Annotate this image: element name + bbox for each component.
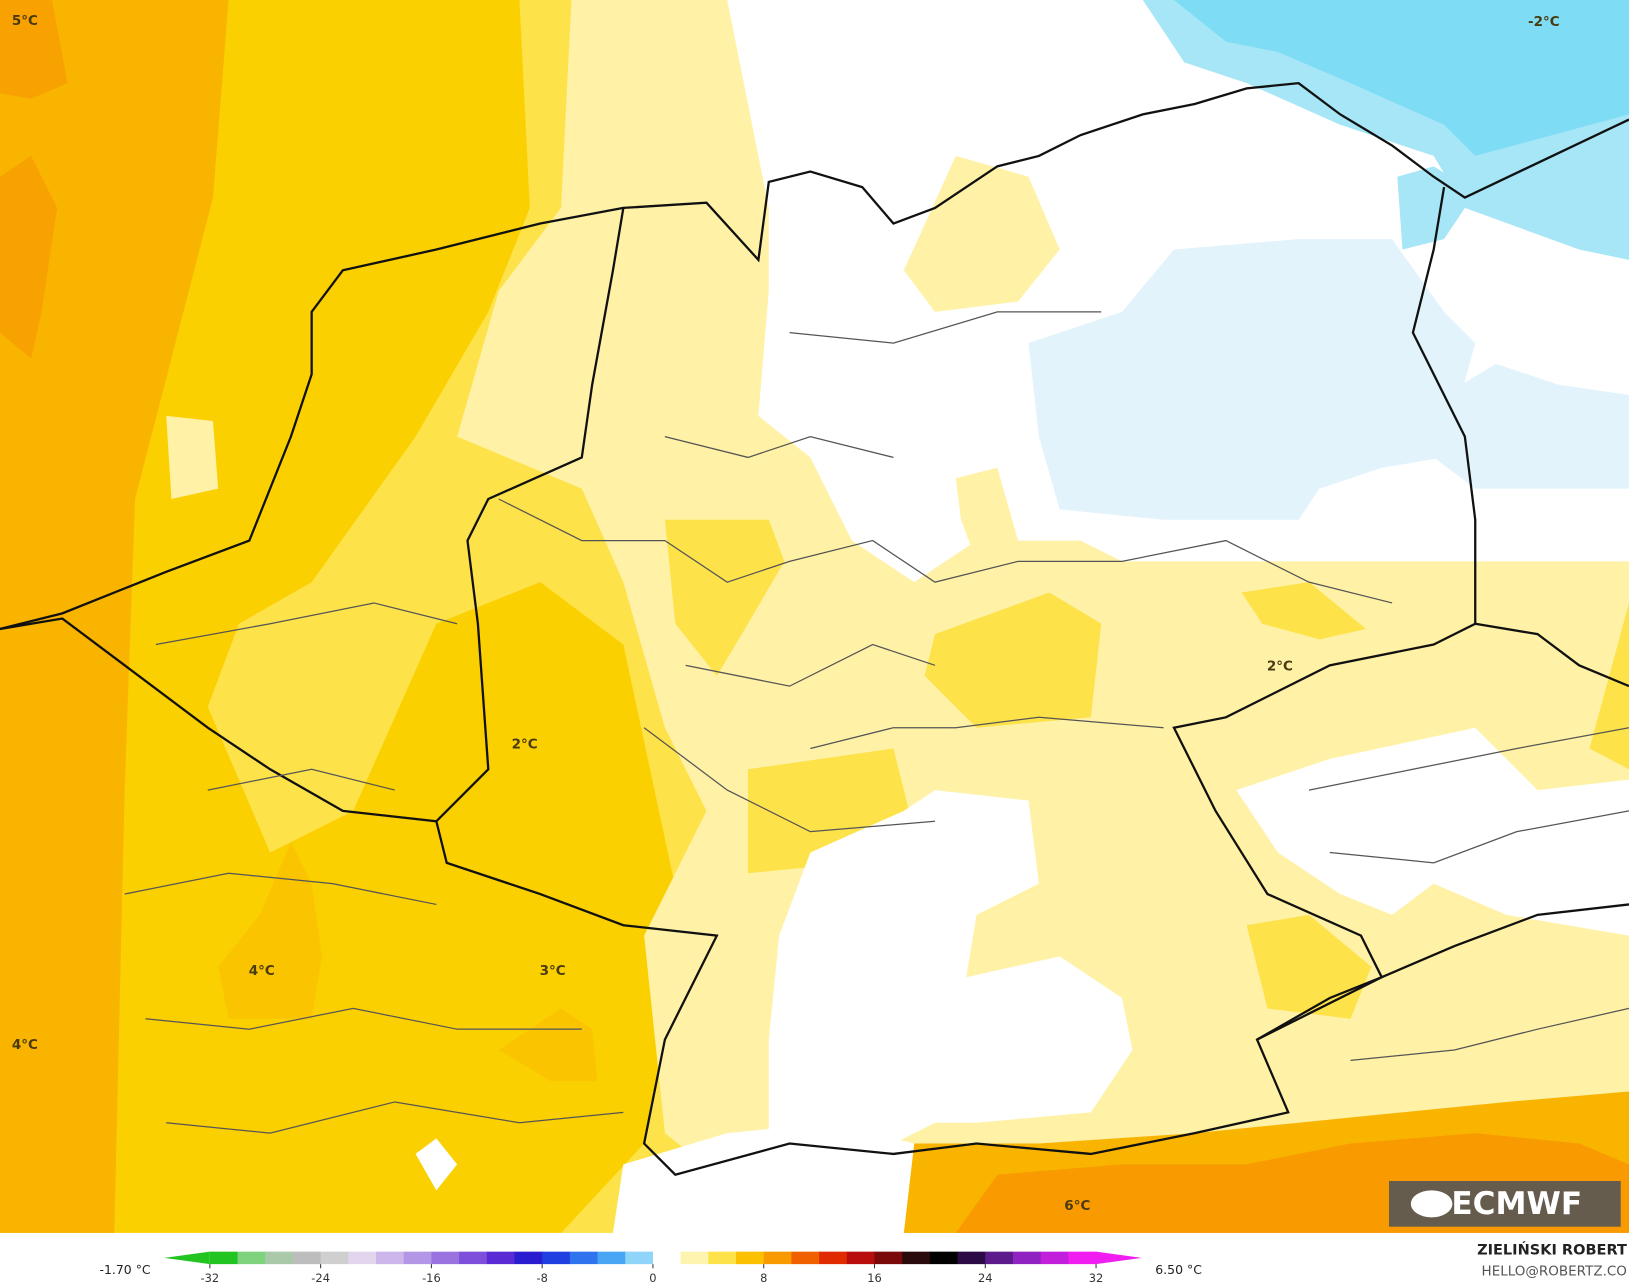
colorbar-swatch (846, 1251, 876, 1265)
colorbar-swatch (431, 1251, 460, 1265)
colorbar-tick-label: 24 (978, 1271, 993, 1285)
field-4c (0, 0, 229, 1233)
field-0c (768, 790, 1133, 1144)
field-0c (1236, 727, 1629, 936)
field-2c (1241, 582, 1367, 640)
colorbar-tick-label: -32 (201, 1271, 220, 1285)
colorbar-swatch (625, 1251, 654, 1265)
colorbar-swatch (237, 1251, 266, 1265)
map-labels: 5°C -2°C 2°C 2°C 4°C 3°C 4°C 6°C (12, 13, 1560, 1214)
colorbar-swatch (1012, 1251, 1042, 1265)
temperature-label: 4°C (12, 1037, 38, 1053)
colorbar-swatch (957, 1251, 986, 1265)
colorbar-swatch (1040, 1251, 1069, 1265)
temperature-label: 3°C (540, 963, 566, 979)
colorbar-tick-label: 32 (1089, 1271, 1104, 1285)
field-1c (903, 155, 1060, 312)
logo-icon (1410, 1190, 1453, 1218)
country-border (435, 186, 1477, 1177)
temperature-label: 4°C (249, 963, 275, 979)
colorbar-swatch (265, 1251, 294, 1265)
country-border (1256, 903, 1629, 1041)
colorbar-swatch (403, 1251, 432, 1265)
colorbar-swatch (985, 1251, 1014, 1265)
field-3c (498, 1008, 598, 1082)
credit-author: ZIELIŃSKI ROBERT (1477, 1241, 1627, 1259)
credit-email: HELLO@ROBERTZ.CO (1482, 1263, 1627, 1279)
colorbar-high-arrow (1096, 1251, 1142, 1265)
field-1c (955, 467, 1019, 562)
field-minus1c (1090, 0, 1629, 489)
map-fields (0, 0, 1629, 1233)
borders (0, 81, 1629, 1177)
colorbar-swatch (376, 1251, 405, 1265)
field-minus1c (1397, 166, 1476, 250)
colorbar-swatch (819, 1251, 848, 1265)
colorbar-swatch (929, 1251, 959, 1265)
colorbar-tick-label: 16 (867, 1271, 882, 1285)
field-0c (612, 1122, 915, 1233)
region-border (124, 311, 1629, 1134)
logo-text: ECMWF (1451, 1186, 1582, 1222)
colorbar-swatch (902, 1251, 931, 1265)
colorbar-swatch (542, 1251, 571, 1265)
colorbar-swatch (708, 1251, 737, 1265)
colorbar-low-arrow (164, 1251, 210, 1265)
temperature-label: -2°C (1528, 14, 1560, 30)
colorbar-swatch (292, 1251, 322, 1265)
colorbar-swatch (680, 1251, 709, 1265)
colorbar-tick-label: -16 (422, 1271, 441, 1285)
colorbar: -1.70 °C 6.50 °C -32 -24 -16 -8 0 8 16 24 32 (99, 1251, 1202, 1285)
colorbar-swatch (874, 1251, 903, 1265)
colorbar-tick-label: -24 (311, 1271, 330, 1285)
colorbar-tick-label: 0 (649, 1271, 656, 1285)
colorbar-tick-label: -8 (536, 1271, 547, 1285)
colorbar-tick-label: 8 (760, 1271, 767, 1285)
field-4c (218, 842, 323, 1019)
colorbar-max-label: 6.50 °C (1155, 1262, 1202, 1277)
coastline (0, 81, 1629, 631)
temperature-label: 2°C (1267, 658, 1293, 674)
logo: ECMWF (1389, 1180, 1621, 1227)
colorbar-swatch (652, 1251, 682, 1265)
colorbar-swatch (597, 1251, 626, 1265)
field-1c (166, 415, 219, 499)
colorbar-swatch (459, 1251, 488, 1265)
sea-minus2c (1173, 0, 1629, 156)
field-minus1c (1028, 239, 1476, 520)
country-border (0, 207, 625, 823)
colorbar-swatch (791, 1251, 820, 1265)
temperature-label: 2°C (512, 736, 538, 752)
colorbar-swatch (1068, 1251, 1097, 1265)
colorbar-swatch (320, 1251, 349, 1265)
colorbar-swatch (486, 1251, 516, 1265)
field-0c (415, 1138, 458, 1191)
temperature-label: 5°C (12, 13, 38, 29)
colorbar-min-label: -1.70 °C (99, 1262, 150, 1277)
field-2c (924, 592, 1102, 728)
field-2c (664, 519, 785, 676)
colorbar-swatch (514, 1251, 543, 1265)
colorbar-swatch (348, 1251, 377, 1265)
field-5c (0, 0, 68, 99)
colorbar-swatch (209, 1251, 239, 1265)
temperature-label: 6°C (1064, 1198, 1090, 1214)
colorbar-swatch (569, 1251, 599, 1265)
colorbar-swatch (736, 1251, 765, 1265)
field-5c (0, 155, 58, 359)
country-border (1475, 622, 1629, 688)
colorbar-swatch (763, 1251, 792, 1265)
